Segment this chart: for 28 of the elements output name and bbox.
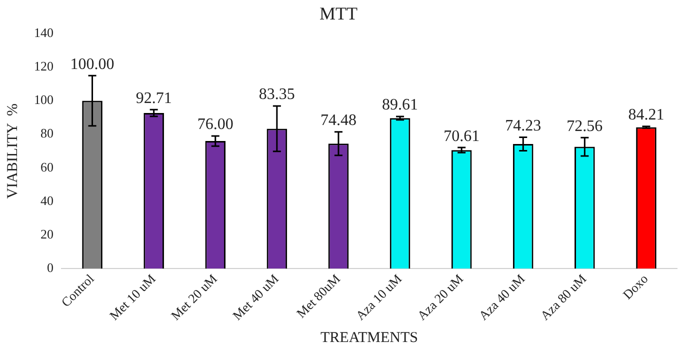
data-label: 74.23 (505, 117, 542, 134)
data-label: 83.35 (258, 86, 295, 104)
y-tick-label: 100 (34, 92, 54, 108)
data-label: 72.56 (566, 118, 603, 135)
x-tick-label: Aza 10 uM (352, 270, 405, 324)
data-label: 74.48 (320, 112, 356, 130)
x-tick-label: Met 40 uM (229, 270, 282, 324)
y-tick-label: 40 (40, 192, 54, 208)
y-axis-title: VIABILITY % (4, 103, 21, 199)
data-label: 70.61 (444, 128, 480, 145)
data-label: 84.21 (628, 106, 664, 124)
data-label: 100.00 (70, 56, 114, 73)
y-tick-label: 60 (40, 159, 54, 174)
y-tick-label: 120 (34, 58, 54, 74)
data-label: 76.00 (197, 116, 234, 134)
x-tick-label: Met 10 uM (106, 270, 159, 324)
y-tick-label: 140 (34, 25, 54, 40)
x-axis-title: TREATMENTS (320, 330, 418, 346)
chart-title: MTT (320, 4, 358, 24)
x-tick-label: Aza 20 uM (414, 270, 466, 324)
data-label: 92.71 (136, 90, 172, 107)
x-tick-label: Aza 40 uM (476, 270, 528, 324)
y-tick-label: 0 (47, 260, 54, 276)
y-tick-label: 80 (40, 126, 54, 141)
x-tick-label: Met 20 uM (168, 270, 220, 324)
y-tick-label: 20 (40, 226, 54, 242)
x-tick-label: Aza 80 uM (537, 270, 590, 324)
data-label: 89.61 (382, 96, 418, 114)
